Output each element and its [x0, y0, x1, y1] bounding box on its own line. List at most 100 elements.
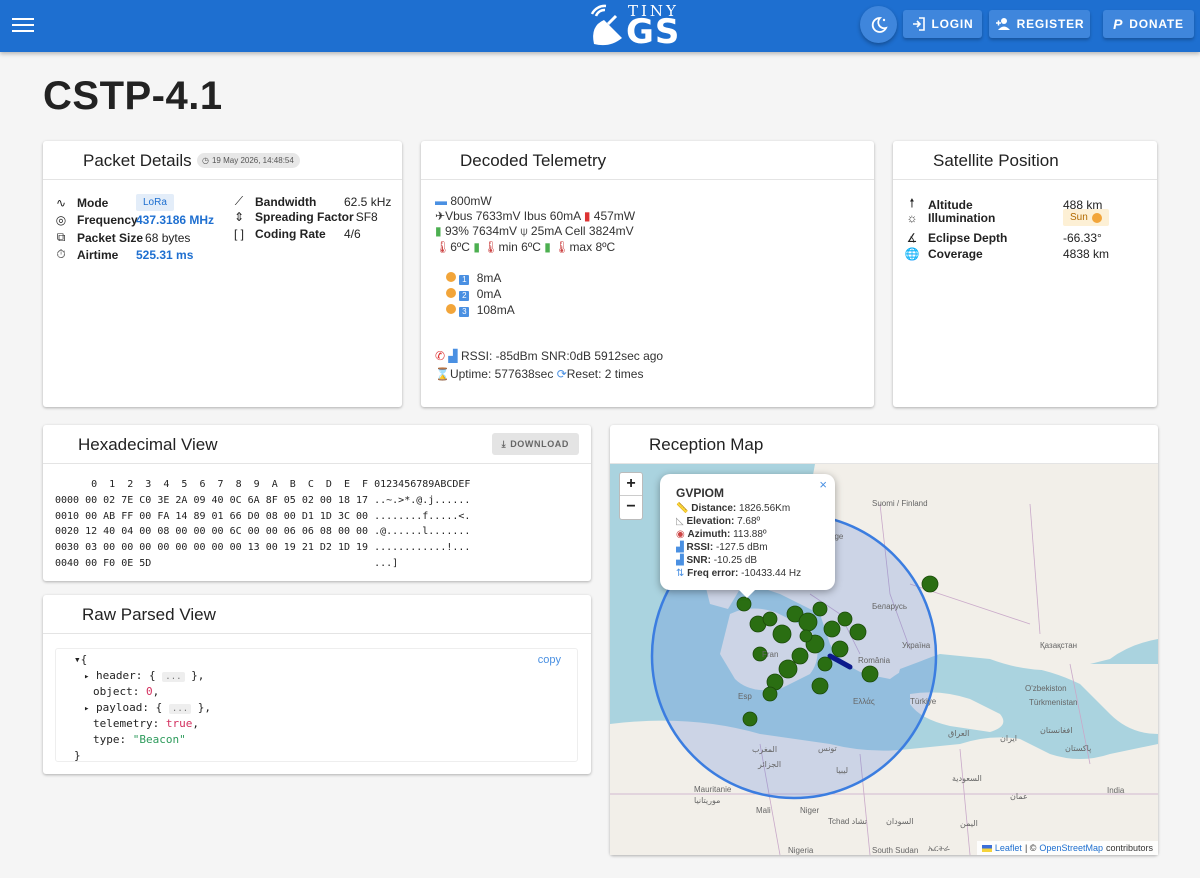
- solar-panel-1: 1 8mA: [446, 271, 501, 285]
- battery-panel-icon: ▬: [435, 194, 447, 208]
- map-label: العراق: [948, 729, 970, 738]
- solar-panel-3: 3 108mA: [446, 303, 515, 317]
- station-popup: × GVPIOM 📏 Distance: 1826.56Km ◺ Elevati…: [660, 474, 835, 598]
- airtime-label: Airtime: [77, 247, 119, 262]
- trend-icon: ⟋: [234, 194, 244, 208]
- satellite-position-card: Satellite Position 🠕 Altitude 488 km ☼ I…: [893, 141, 1157, 407]
- map-label: South Sudan: [872, 846, 919, 855]
- map-label: Ελλάς: [853, 697, 875, 706]
- login-button[interactable]: LOGIN: [903, 10, 982, 38]
- hex-line: 0000 00 02 7E C0 3E 2A 09 40 0C 6A 8F 05…: [55, 494, 471, 506]
- card-title: Reception Map: [649, 435, 764, 454]
- sun-icon: [1091, 212, 1102, 223]
- register-button[interactable]: REGISTER: [989, 10, 1090, 38]
- mode-row: ∿ Mode LoRa: [53, 194, 174, 211]
- altitude-value: 488 km: [1063, 197, 1103, 212]
- thermometer-icon: 🌡: [554, 240, 570, 254]
- leaflet-link[interactable]: Leaflet: [994, 843, 1022, 853]
- map-label: پاکستان: [1065, 744, 1092, 753]
- map-label: الجزائر: [758, 760, 782, 769]
- tinygs-logo[interactable]: TINY GS: [588, 2, 684, 52]
- map-view[interactable]: Suomi / Finland rige Беларусь Україна Қа…: [610, 464, 1158, 855]
- expand-toggle[interactable]: ▸: [84, 672, 90, 682]
- card-title: Hexadecimal View: [78, 435, 218, 454]
- map-label: Niger: [800, 806, 820, 815]
- bandwidth-value: 62.5 kHz: [344, 194, 392, 209]
- moon-star-icon: [871, 16, 888, 33]
- expand-toggle[interactable]: ▸: [84, 704, 90, 714]
- spreading-factor-row: ⇕ Spreading Factor SF8: [231, 210, 378, 224]
- collapsed-marker[interactable]: ...: [162, 672, 185, 682]
- zoom-in-button[interactable]: +: [620, 473, 642, 496]
- paypal-icon: P: [1113, 16, 1124, 32]
- map-label: Беларусь: [872, 602, 907, 611]
- battery-icon: ▮: [544, 240, 551, 254]
- map-attribution: Leaflet | © OpenStreetMap contributors: [976, 841, 1158, 855]
- map-label: ليبيا: [836, 766, 849, 775]
- bandwidth-row: ⟋ Bandwidth 62.5 kHz: [231, 194, 392, 209]
- popup-rssi: ▟ RSSI: -127.5 dBm: [676, 542, 768, 553]
- popup-station-name: GVPIOM: [676, 486, 725, 500]
- battery-red-icon: ▮: [583, 209, 591, 223]
- openstreetmap-link[interactable]: OpenStreetMap: [1039, 843, 1103, 853]
- popup-close-button[interactable]: ×: [819, 477, 827, 492]
- airtime-value: 525.31 ms: [136, 247, 194, 262]
- plug-icon: ⍦: [520, 224, 528, 238]
- json-telemetry-line: telemetry: true,: [93, 717, 199, 730]
- map-label: rige: [830, 532, 844, 541]
- card-title: Decoded Telemetry: [460, 151, 607, 170]
- register-label: REGISTER: [1016, 17, 1085, 31]
- download-button[interactable]: ⤓ DOWNLOAD: [491, 433, 579, 455]
- map-label: السودان: [886, 817, 914, 826]
- logo-tiny-text: TINY: [628, 2, 679, 20]
- temperature-line: 🌡6ºC ▮ 🌡min 6ºC ▮ 🌡max 8ºC: [435, 240, 616, 254]
- sun-icon: [446, 272, 456, 282]
- altitude-row: 🠕 Altitude 488 km: [904, 194, 1102, 215]
- timer-icon: ⏱: [56, 247, 66, 261]
- json-viewer: copy ▾{ ▸ header: { ... }, object: 0, ▸ …: [55, 648, 578, 762]
- json-header-line: ▸ header: { ... },: [84, 669, 205, 682]
- eclipse-depth-row: ∡ Eclipse Depth -66.33°: [904, 231, 1102, 245]
- signal-icon: ▟: [676, 542, 684, 553]
- map-label: ایران: [1000, 734, 1017, 743]
- coding-rate-value: 4/6: [344, 227, 361, 241]
- hex-line: 0010 00 AB FF 00 FA 14 89 01 66 D0 08 00…: [55, 510, 471, 522]
- power-line: ▬ 800mW: [435, 194, 492, 208]
- collapsed-marker[interactable]: ...: [168, 704, 192, 714]
- map-label: ኤርትራ: [928, 844, 950, 853]
- raw-parsed-view-card: Raw Parsed View copy ▾{ ▸ header: { ... …: [43, 595, 591, 774]
- decoded-telemetry-card: Decoded Telemetry ▬ 800mW ✈Vbus 7633mV I…: [421, 141, 874, 407]
- antenna-icon: ◎: [55, 213, 67, 227]
- compass-icon: ◉: [676, 529, 685, 540]
- bandwidth-label: Bandwidth: [255, 194, 317, 209]
- brightness-icon: ☼: [906, 210, 918, 225]
- eclipse-depth-value: -66.33°: [1063, 231, 1102, 245]
- card-title: Raw Parsed View: [82, 605, 216, 624]
- collapse-toggle[interactable]: ▾: [74, 653, 81, 666]
- illumination-badge: Sun: [1063, 209, 1109, 226]
- coding-rate-row: [ ] Coding Rate 4/6: [231, 227, 361, 241]
- illumination-row: ☼ Illumination Sun: [904, 209, 1109, 226]
- menu-icon[interactable]: [12, 14, 34, 36]
- map-tiles: [610, 464, 1158, 855]
- packet-date: 19 May 2026, 14:48:54: [211, 156, 294, 165]
- mode-badge: LoRa: [136, 194, 174, 211]
- donate-button[interactable]: P DONATE: [1103, 10, 1194, 38]
- popup-elevation: ◺ Elevation: 7.68º: [676, 516, 761, 527]
- map-label: Mali: [756, 806, 771, 815]
- map-label: Esp: [738, 692, 752, 701]
- sun-icon: [446, 304, 456, 314]
- battery-line: ▮ 93% 7634mV ⍦ 25mA Cell 3824mV: [435, 224, 634, 238]
- map-label: Suomi / Finland: [872, 499, 928, 508]
- phone-icon: ✆: [435, 349, 446, 363]
- thermometer-icon: 🌡: [435, 240, 451, 254]
- theme-toggle-button[interactable]: [860, 6, 897, 43]
- packet-size-value: 68 bytes: [145, 230, 191, 245]
- copy-button[interactable]: copy: [537, 654, 561, 666]
- solar-panel-2: 2 0mA: [446, 287, 501, 301]
- json-close: }: [74, 749, 81, 762]
- popup-distance: 📏 Distance: 1826.56Km: [676, 503, 791, 514]
- ruler-icon: 📏: [676, 503, 689, 514]
- hex-line: 0040 00 F0 0E 5D ...]: [55, 557, 399, 569]
- zoom-out-button[interactable]: −: [626, 498, 636, 515]
